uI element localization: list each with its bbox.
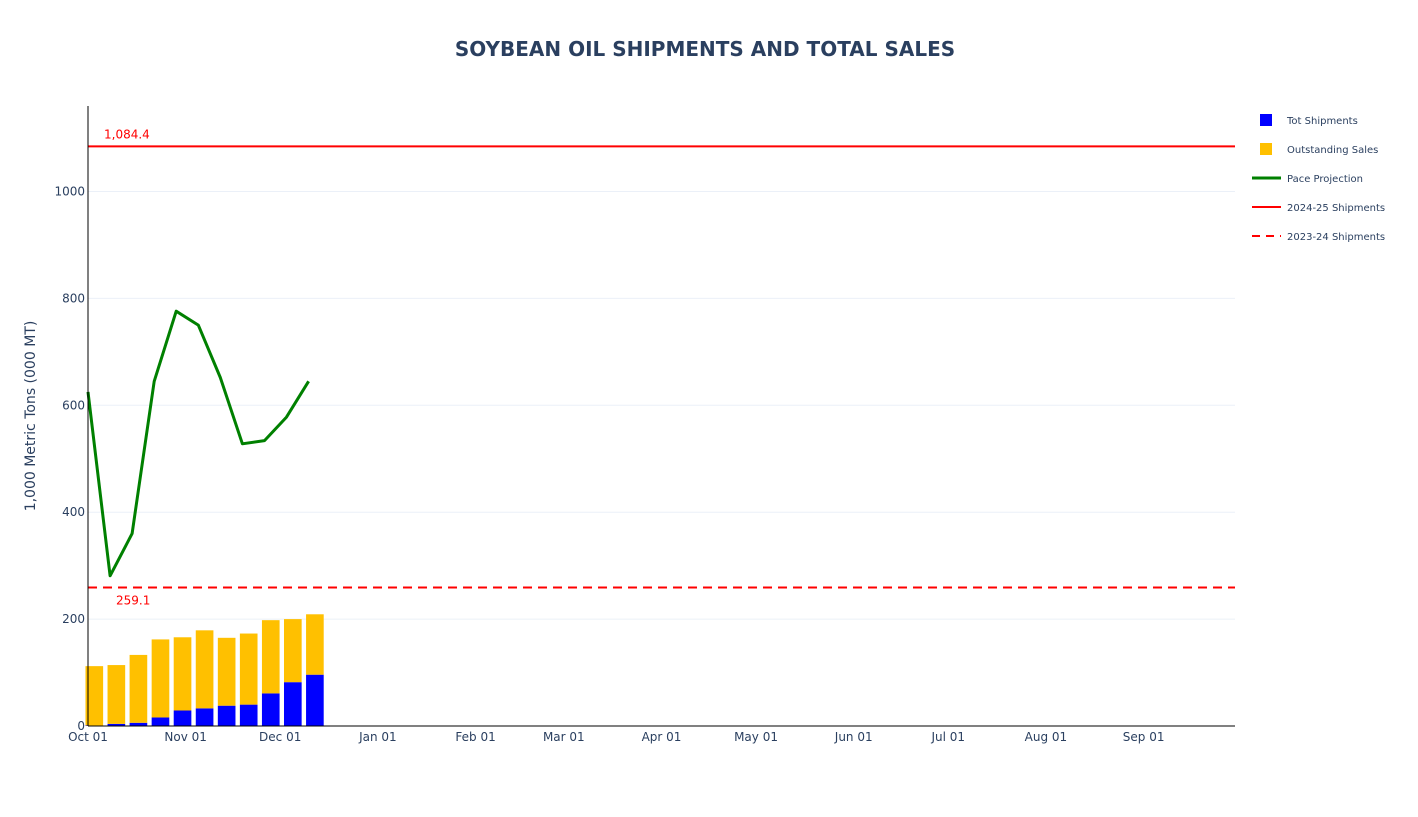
bar-outstanding-sales bbox=[151, 639, 170, 718]
x-tick-label: Sep 01 bbox=[1123, 730, 1165, 744]
y-tick-label: 200 bbox=[62, 612, 85, 626]
bar-tot-shipments bbox=[261, 693, 280, 726]
y-tick-label: 1000 bbox=[54, 185, 85, 199]
bar-outstanding-sales bbox=[239, 633, 258, 705]
lines-layer: 1,084.4 259.1 bbox=[86, 127, 1235, 608]
legend-item[interactable]: Tot Shipments bbox=[1260, 114, 1358, 127]
bar-tot-shipments bbox=[195, 708, 214, 726]
legend-swatch bbox=[1260, 114, 1272, 126]
bar-outstanding-sales bbox=[283, 619, 302, 683]
legend-item[interactable]: 2024-25 Shipments bbox=[1252, 203, 1385, 214]
reference-label-2023-24: 259.1 bbox=[116, 594, 150, 608]
grid-layer bbox=[88, 191, 1235, 620]
x-tick-label: Jun 01 bbox=[834, 730, 873, 744]
x-tick-label: Mar 01 bbox=[543, 730, 585, 744]
bar-outstanding-sales bbox=[217, 637, 236, 706]
bar-outstanding-sales bbox=[107, 665, 126, 724]
x-tick-label: Dec 01 bbox=[259, 730, 301, 744]
bar-tot-shipments bbox=[151, 717, 170, 726]
y-tick-label: 0 bbox=[77, 719, 85, 733]
bar-tot-shipments bbox=[107, 723, 126, 726]
bar-outstanding-sales bbox=[306, 614, 324, 675]
bar-outstanding-sales bbox=[195, 630, 214, 709]
bar-tot-shipments bbox=[217, 705, 236, 726]
x-tick-label: Nov 01 bbox=[164, 730, 207, 744]
legend-item[interactable]: Pace Projection bbox=[1252, 174, 1363, 185]
legend-label: 2024-25 Shipments bbox=[1287, 203, 1385, 214]
legend[interactable]: Tot Shipments Outstanding Sales Pace Proje… bbox=[1252, 114, 1385, 243]
bar-tot-shipments bbox=[129, 722, 148, 726]
legend-label: Outstanding Sales bbox=[1287, 145, 1378, 156]
bar-outstanding-sales bbox=[129, 654, 148, 723]
bar-tot-shipments bbox=[173, 710, 192, 726]
legend-label: Pace Projection bbox=[1287, 174, 1363, 185]
legend-label: 2023-24 Shipments bbox=[1287, 232, 1385, 243]
chart-title: SOYBEAN OIL SHIPMENTS AND TOTAL SALES bbox=[455, 37, 955, 61]
x-tick-label: Jul 01 bbox=[930, 730, 965, 744]
x-tick-label: Jan 01 bbox=[358, 730, 397, 744]
y-axis-title: 1,000 Metric Tons (000 MT) bbox=[23, 321, 39, 512]
legend-item[interactable]: Outstanding Sales bbox=[1260, 143, 1378, 156]
bar-outstanding-sales bbox=[173, 637, 192, 711]
legend-swatch bbox=[1260, 143, 1272, 155]
bar-tot-shipments bbox=[306, 674, 324, 726]
y-tick-label: 400 bbox=[62, 505, 85, 519]
x-tick-label: Apr 01 bbox=[642, 730, 682, 744]
reference-label-2024-25: 1,084.4 bbox=[104, 127, 150, 141]
y-tick-label: 600 bbox=[62, 398, 85, 412]
legend-item[interactable]: 2023-24 Shipments bbox=[1252, 232, 1385, 243]
x-tick-label: May 01 bbox=[734, 730, 778, 744]
legend-label: Tot Shipments bbox=[1286, 116, 1358, 127]
y-tick-label: 800 bbox=[62, 291, 85, 305]
bar-tot-shipments bbox=[239, 704, 258, 726]
bar-outstanding-sales bbox=[261, 620, 280, 694]
bar-tot-shipments bbox=[283, 682, 302, 726]
bars-layer bbox=[85, 614, 324, 726]
axes-layer: 0 200 400 600 800 1000 Oct 01 Nov 01 Dec 01 Jan 0… bbox=[54, 106, 1235, 744]
x-tick-label: Aug 01 bbox=[1025, 730, 1068, 744]
bar-outstanding-sales bbox=[85, 666, 104, 726]
x-tick-label: Oct 01 bbox=[68, 730, 108, 744]
x-tick-label: Feb 01 bbox=[455, 730, 495, 744]
pace-projection-line bbox=[86, 309, 310, 578]
